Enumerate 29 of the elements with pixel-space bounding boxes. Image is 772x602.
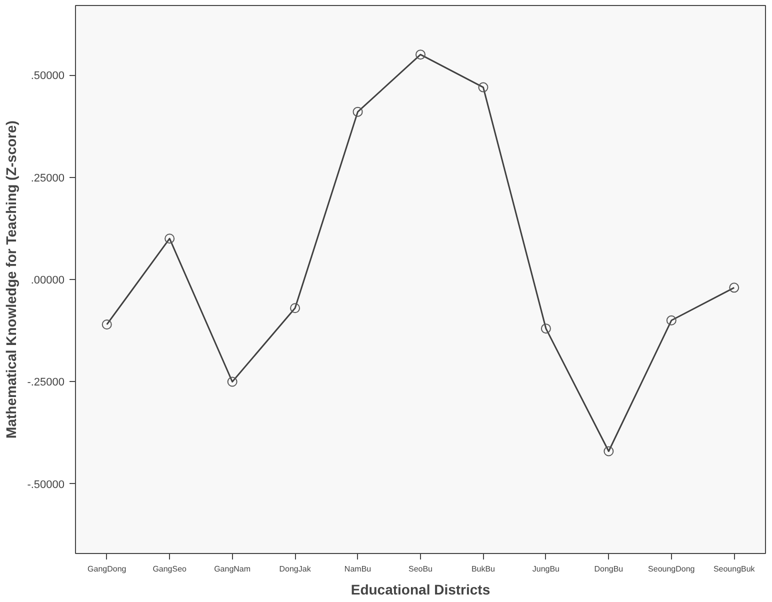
point: [164, 234, 175, 244]
x-tick-label: GangSeo: [152, 564, 188, 574]
y-tick-label: -.25000: [27, 376, 65, 389]
x-tick-label: BukBu: [471, 564, 496, 574]
point: [666, 315, 676, 326]
point: [729, 282, 740, 293]
x-axis-title: Educational Districts: [350, 582, 490, 598]
x-tick-label: SeoBu: [408, 564, 433, 574]
x-tick-label: DongJak: [279, 564, 312, 574]
x-tick-label: DongBu: [594, 564, 624, 574]
point: [102, 319, 112, 330]
y-tick-label: .50000: [30, 70, 65, 82]
y-tick-label: -.50000: [27, 478, 65, 491]
point: [540, 324, 551, 334]
point: [290, 303, 300, 314]
point: [478, 82, 488, 92]
y-tick-label: .00000: [30, 274, 65, 286]
x-tick-label: JungBu: [532, 564, 560, 574]
x-tick-label: SeoungDong: [648, 564, 695, 574]
point: [604, 446, 614, 456]
x-tick-label: GangDong: [88, 564, 126, 574]
point: [416, 50, 426, 60]
point: [227, 376, 238, 387]
y-tick-label: .25000: [30, 172, 65, 184]
x-tick-label: SeoungBuk: [713, 564, 756, 574]
point: [352, 106, 363, 117]
x-tick-label: GangNam: [214, 564, 251, 574]
x-tick-label: NamBu: [344, 564, 372, 574]
y-axis-title: Mathematical Knowledge for Teaching (Z-score): [3, 120, 20, 438]
